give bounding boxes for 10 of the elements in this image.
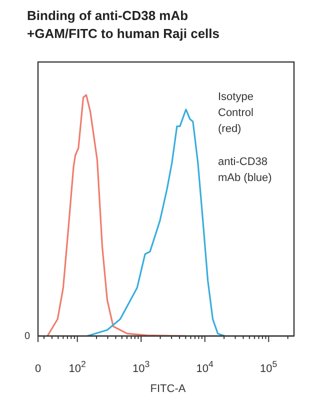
- text: 0: [24, 331, 30, 342]
- x-tick-label: 0: [34, 363, 42, 375]
- x-tick-label: 10$^{5}$: [260, 359, 278, 375]
- annotation: anti-CD38 mAb (blue): [218, 156, 272, 184]
- x-tick-label: 10$^{3}$: [132, 359, 150, 375]
- x-axis-title: FITC-A: [150, 383, 186, 395]
- chart-title: Binding of anti-CD38 mAb +GAM/FITC to human Raji cells: [27, 8, 220, 41]
- x-tick-label: 10$^{4}$: [196, 359, 214, 375]
- annotation: Isotype Control (red): [218, 91, 254, 135]
- x-tick-label: 10$^{2}$: [68, 359, 86, 375]
